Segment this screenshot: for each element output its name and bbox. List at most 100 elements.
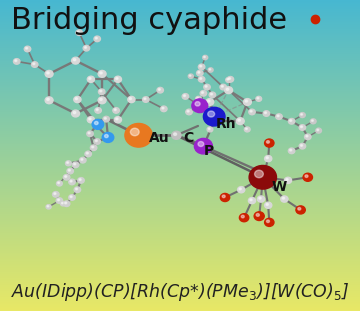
- Circle shape: [94, 122, 100, 127]
- Circle shape: [100, 90, 102, 92]
- Circle shape: [86, 152, 88, 154]
- Circle shape: [128, 96, 135, 103]
- Circle shape: [250, 199, 252, 201]
- Circle shape: [204, 56, 205, 58]
- Circle shape: [89, 118, 91, 120]
- Circle shape: [72, 162, 79, 168]
- Circle shape: [45, 71, 53, 77]
- Circle shape: [90, 145, 97, 151]
- Circle shape: [157, 87, 163, 93]
- Circle shape: [236, 118, 244, 124]
- Circle shape: [85, 47, 86, 48]
- Circle shape: [194, 138, 212, 154]
- Circle shape: [26, 47, 28, 49]
- Circle shape: [281, 196, 288, 202]
- Circle shape: [65, 202, 67, 204]
- Circle shape: [239, 214, 249, 222]
- Circle shape: [265, 202, 272, 208]
- Circle shape: [130, 128, 139, 136]
- Circle shape: [186, 109, 192, 115]
- Text: Au(IDipp)(CP)[Rh(Cp*)(PMe$_3$)][W(CO)$_5$]: Au(IDipp)(CP)[Rh(Cp*)(PMe$_3$)][W(CO)$_5…: [10, 281, 350, 303]
- Circle shape: [317, 129, 319, 131]
- Circle shape: [259, 197, 261, 199]
- Circle shape: [203, 55, 208, 60]
- Circle shape: [65, 176, 67, 177]
- Circle shape: [92, 119, 104, 129]
- Circle shape: [203, 107, 225, 126]
- Circle shape: [162, 107, 164, 109]
- Circle shape: [265, 218, 274, 226]
- Circle shape: [288, 118, 295, 124]
- Circle shape: [209, 92, 216, 98]
- Circle shape: [209, 69, 211, 70]
- Circle shape: [189, 75, 191, 76]
- Circle shape: [31, 62, 38, 67]
- Circle shape: [296, 206, 305, 214]
- Circle shape: [198, 72, 200, 73]
- Circle shape: [303, 173, 312, 181]
- Circle shape: [290, 120, 292, 121]
- Circle shape: [72, 57, 80, 64]
- Circle shape: [81, 159, 83, 160]
- Circle shape: [265, 156, 272, 162]
- Circle shape: [188, 74, 193, 78]
- Text: P: P: [203, 144, 213, 158]
- Circle shape: [98, 89, 105, 95]
- Circle shape: [305, 134, 311, 140]
- Circle shape: [238, 119, 240, 121]
- Circle shape: [158, 89, 160, 90]
- Circle shape: [77, 31, 79, 33]
- Circle shape: [47, 206, 49, 207]
- Circle shape: [245, 100, 248, 102]
- Circle shape: [248, 197, 256, 204]
- Circle shape: [58, 182, 59, 183]
- Circle shape: [113, 108, 119, 113]
- Circle shape: [53, 192, 59, 197]
- Circle shape: [114, 76, 122, 82]
- Circle shape: [300, 113, 305, 118]
- Circle shape: [45, 97, 53, 104]
- Circle shape: [92, 146, 94, 148]
- Circle shape: [301, 145, 302, 146]
- Circle shape: [94, 139, 100, 144]
- Circle shape: [200, 91, 207, 96]
- Circle shape: [198, 142, 204, 146]
- Circle shape: [244, 127, 250, 132]
- Circle shape: [243, 99, 251, 105]
- Circle shape: [257, 196, 265, 202]
- Circle shape: [254, 212, 264, 220]
- Circle shape: [265, 112, 266, 114]
- Circle shape: [222, 195, 225, 198]
- Circle shape: [220, 193, 230, 202]
- Circle shape: [75, 98, 77, 100]
- Circle shape: [69, 179, 75, 185]
- Circle shape: [114, 117, 121, 123]
- Circle shape: [241, 215, 244, 218]
- Text: C: C: [184, 131, 194, 146]
- Circle shape: [249, 165, 276, 189]
- Circle shape: [211, 93, 212, 95]
- Circle shape: [311, 120, 313, 121]
- Circle shape: [256, 214, 260, 216]
- Circle shape: [98, 97, 106, 104]
- Circle shape: [74, 163, 76, 165]
- Circle shape: [226, 88, 229, 90]
- Circle shape: [305, 175, 308, 178]
- Circle shape: [104, 118, 106, 119]
- Circle shape: [266, 220, 270, 223]
- Circle shape: [310, 119, 316, 124]
- Circle shape: [66, 161, 71, 166]
- Circle shape: [78, 178, 84, 183]
- Circle shape: [200, 78, 202, 79]
- Circle shape: [220, 84, 226, 90]
- Circle shape: [239, 188, 241, 190]
- Circle shape: [88, 132, 90, 134]
- Circle shape: [94, 36, 100, 42]
- Circle shape: [266, 203, 268, 205]
- Circle shape: [15, 60, 17, 62]
- Circle shape: [54, 193, 56, 194]
- Circle shape: [306, 135, 308, 137]
- Circle shape: [96, 109, 98, 110]
- Text: Rh: Rh: [216, 117, 237, 132]
- Circle shape: [87, 131, 93, 137]
